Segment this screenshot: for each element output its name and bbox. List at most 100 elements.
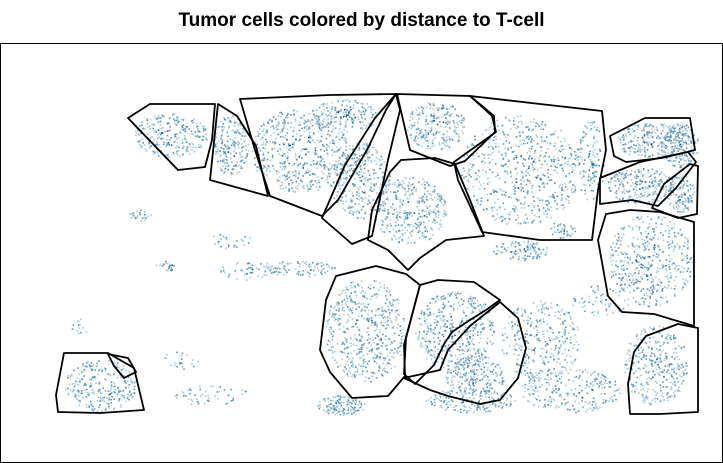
cell-point <box>401 328 404 331</box>
cell-point <box>378 356 381 359</box>
cell-point <box>314 117 316 119</box>
cell-point <box>546 216 548 218</box>
cell-point <box>588 153 591 155</box>
cell-point <box>161 114 164 116</box>
cell-point <box>421 110 424 112</box>
cell-point <box>493 250 495 253</box>
cell-point <box>281 184 283 187</box>
cell-point <box>511 151 514 153</box>
cell-point <box>697 138 699 140</box>
cell-point <box>632 198 634 200</box>
cell-point <box>589 180 592 182</box>
cell-point <box>326 175 329 177</box>
cell-point <box>340 109 343 111</box>
cell-point <box>633 250 636 253</box>
cell-point <box>548 195 551 198</box>
cell-point <box>495 245 498 247</box>
cell-point <box>192 146 194 149</box>
cell-point <box>648 141 650 143</box>
cell-point <box>489 340 492 343</box>
cell-point <box>610 246 612 248</box>
cell-point <box>343 137 345 139</box>
cell-point <box>358 373 361 375</box>
cell-point <box>577 159 579 161</box>
cell-point <box>567 202 570 204</box>
cell-point <box>328 175 331 177</box>
cell-point <box>463 363 466 366</box>
cell-point <box>340 116 343 119</box>
cell-point <box>298 129 301 132</box>
cell-point <box>389 222 392 225</box>
cell-point <box>461 303 464 306</box>
cell-point <box>275 137 277 140</box>
cell-point <box>344 366 346 368</box>
cell-point <box>360 197 363 199</box>
cell-point <box>370 344 373 347</box>
cell-point <box>445 347 447 350</box>
cell-point <box>193 118 195 120</box>
cell-point <box>371 161 373 163</box>
cell-point <box>684 154 686 156</box>
cell-point <box>631 243 634 246</box>
cell-point <box>508 119 511 122</box>
cell-point <box>571 191 573 194</box>
cell-point <box>532 169 534 171</box>
cell-point <box>219 149 221 152</box>
cell-point <box>422 178 424 180</box>
cell-point <box>432 103 434 105</box>
cell-point <box>365 143 368 145</box>
cell-point <box>379 187 381 189</box>
cell-point <box>441 142 444 145</box>
cell-point <box>333 313 336 316</box>
cell-point <box>375 151 378 154</box>
cell-point <box>389 349 392 351</box>
cell-point <box>672 130 675 133</box>
cell-point <box>327 126 330 129</box>
cell-point <box>437 332 440 335</box>
cell-point <box>335 151 338 153</box>
cell-point <box>420 323 423 326</box>
cell-point <box>374 323 377 325</box>
cell-point <box>550 159 553 161</box>
cell-point <box>366 146 369 148</box>
cell-point <box>636 128 639 131</box>
cell-point <box>632 297 635 299</box>
cell-point <box>489 193 491 195</box>
cell-point <box>530 187 533 189</box>
cell-point <box>587 173 590 176</box>
cell-point <box>673 262 675 264</box>
cell-point <box>640 154 643 156</box>
cell-point <box>592 151 594 153</box>
cell-point <box>483 157 485 159</box>
cell-point <box>335 361 338 364</box>
cell-point <box>655 172 658 174</box>
cell-point <box>669 188 672 190</box>
cell-point <box>412 188 414 191</box>
cell-point <box>386 321 389 323</box>
cell-point <box>657 129 659 132</box>
cell-point <box>674 285 677 287</box>
cell-point <box>656 300 658 302</box>
cell-point <box>696 151 699 154</box>
cell-point <box>649 275 651 278</box>
cell-point <box>677 150 679 152</box>
cell-point <box>359 180 361 182</box>
cell-point <box>223 172 225 174</box>
cell-point <box>167 130 169 132</box>
cell-point <box>165 130 167 133</box>
cell-point <box>387 309 390 312</box>
cell-point <box>423 234 425 237</box>
cell-point <box>440 195 443 198</box>
cell-point <box>649 155 651 158</box>
cell-point <box>341 154 343 156</box>
cell-point <box>191 149 193 151</box>
cell-point <box>358 211 360 213</box>
cell-point <box>569 180 572 183</box>
cell-point <box>546 203 548 206</box>
cell-point <box>166 134 169 137</box>
cell-point <box>331 117 333 120</box>
cell-point <box>538 216 541 218</box>
cell-point <box>262 167 265 170</box>
cell-point <box>140 124 142 127</box>
cell-point <box>345 200 347 203</box>
